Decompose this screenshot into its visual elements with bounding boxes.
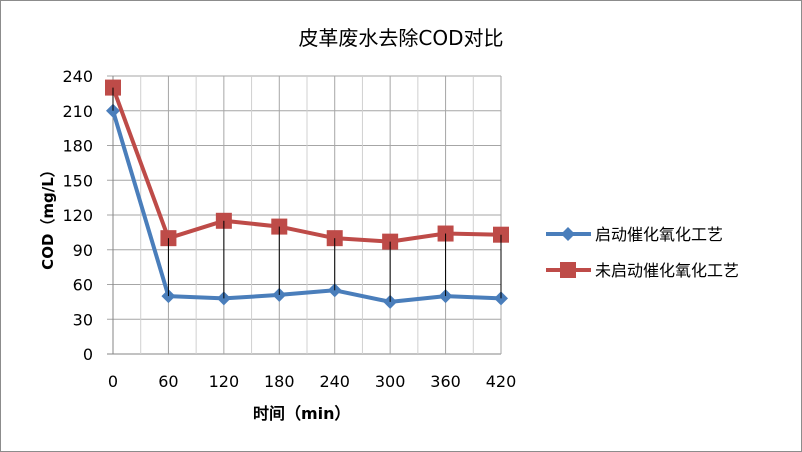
y-tick-label: 30 (73, 310, 93, 329)
diamond-marker (561, 227, 575, 241)
x-axis-label: 时间（min） (253, 404, 351, 423)
y-tick-label: 60 (73, 276, 93, 295)
x-tick-label: 60 (158, 372, 178, 391)
x-tick-label: 420 (486, 372, 517, 391)
y-axis-ticks: 0 30 60 90 120 150 180 210 240 (62, 67, 93, 364)
x-tick-label: 300 (375, 372, 406, 391)
y-tick-label: 180 (62, 137, 93, 156)
square-marker (560, 262, 576, 278)
y-tick-label: 0 (83, 345, 93, 364)
legend-item: 启动催化氧化工艺 (546, 225, 723, 244)
legend-label: 未启动催化氧化工艺 (595, 261, 739, 280)
y-axis-label: COD（mg/L） (39, 162, 57, 270)
y-tick-label: 90 (73, 241, 93, 260)
x-axis-ticks: 0 60 120 180 240 300 360 420 (108, 372, 516, 391)
x-tick-label: 120 (209, 372, 240, 391)
x-tick-label: 0 (108, 372, 118, 391)
y-tick-label: 240 (62, 67, 93, 86)
y-tick-label: 210 (62, 102, 93, 121)
legend-label: 启动催化氧化工艺 (595, 225, 723, 244)
series-line (111, 110, 502, 304)
chart-title: 皮革废水去除COD对比 (298, 26, 503, 50)
x-tick-label: 360 (430, 372, 461, 391)
gridlines (107, 75, 502, 355)
series-line (111, 86, 502, 244)
y-tick-label: 150 (62, 171, 93, 190)
y-tick-label: 120 (62, 206, 93, 225)
drop-lines (112, 87, 502, 302)
x-tick-label: 240 (319, 372, 350, 391)
legend-item: 未启动催化氧化工艺 (546, 261, 739, 280)
x-tick-label: 180 (264, 372, 295, 391)
